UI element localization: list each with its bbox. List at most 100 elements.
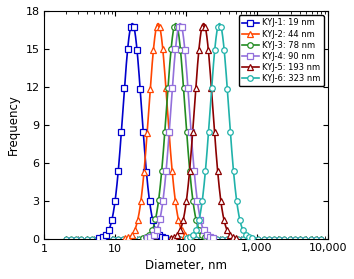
KYJ-1: 19 nm: (22.4, 11.9): 19 nm: (22.4, 11.9) bbox=[138, 87, 142, 90]
KYJ-2: 44 nm: (18.7, 0.668): 44 nm: (18.7, 0.668) bbox=[132, 229, 137, 232]
KYJ-5: 193 nm: (67.2, 0.0957): 193 nm: (67.2, 0.0957) bbox=[172, 236, 176, 239]
KYJ-1: 19 nm: (13.5, 11.9): 19 nm: (13.5, 11.9) bbox=[122, 86, 127, 90]
KYJ-3: 78 nm: (61.2, 15): 78 nm: (61.2, 15) bbox=[169, 48, 173, 51]
KYJ-2: 44 nm: (86.1, 0.678): 44 nm: (86.1, 0.678) bbox=[179, 229, 184, 232]
KYJ-4: 90 nm: (95.8, 14.9): 90 nm: (95.8, 14.9) bbox=[183, 48, 187, 51]
KYJ-4: 90 nm: (78.2, 16.8): 90 nm: (78.2, 16.8) bbox=[176, 25, 181, 28]
KYJ-6: 323 nm: (381, 11.9): 323 nm: (381, 11.9) bbox=[225, 87, 229, 90]
Legend: KYJ-1: 19 nm, KYJ-2: 44 nm, KYJ-3: 78 nm, KYJ-4: 90 nm, KYJ-5: 193 nm, KYJ-6: 32: KYJ-1: 19 nm, KYJ-2: 44 nm, KYJ-3: 78 nm… bbox=[239, 15, 324, 86]
KYJ-3: 78 nm: (27.2, 0.0973): 78 nm: (27.2, 0.0973) bbox=[144, 236, 148, 239]
KYJ-2: 44 nm: (117, 0.0306): 44 nm: (117, 0.0306) bbox=[189, 237, 193, 240]
KYJ-3: 78 nm: (125, 3): 78 nm: (125, 3) bbox=[191, 199, 195, 202]
KYJ-1: 19 nm: (18.3, 16.8): 19 nm: (18.3, 16.8) bbox=[132, 25, 136, 28]
KYJ-2: 44 nm: (20.8, 1.49): 44 nm: (20.8, 1.49) bbox=[136, 218, 140, 222]
KYJ-3: 78 nm: (102, 8.42): 78 nm: (102, 8.42) bbox=[184, 131, 189, 134]
KYJ-4: 90 nm: (63.8, 11.9): 90 nm: (63.8, 11.9) bbox=[170, 86, 175, 90]
KYJ-1: 19 nm: (24.8, 8.4): 19 nm: (24.8, 8.4) bbox=[141, 131, 145, 134]
Line: KYJ-5: 193 nm: KYJ-5: 193 nm bbox=[168, 24, 239, 241]
KYJ-6: 323 nm: (572, 1.5): 323 nm: (572, 1.5) bbox=[238, 218, 242, 221]
KYJ-6: 323 nm: (102, 0.0304): 323 nm: (102, 0.0304) bbox=[184, 237, 189, 240]
KYJ-3: 78 nm: (91.9, 11.9): 78 nm: (91.9, 11.9) bbox=[182, 87, 186, 90]
KYJ-2: 44 nm: (106, 0.0964): 44 nm: (106, 0.0964) bbox=[186, 236, 190, 239]
KYJ-6: 323 nm: (124, 0.269): 323 nm: (124, 0.269) bbox=[191, 234, 195, 237]
KYJ-2: 44 nm: (23, 2.98): 44 nm: (23, 2.98) bbox=[139, 199, 143, 203]
KYJ-2: 44 nm: (13.8, 0.03): 44 nm: (13.8, 0.03) bbox=[123, 237, 127, 240]
KYJ-3: 78 nm: (40.8, 3.02): 78 nm: (40.8, 3.02) bbox=[156, 199, 161, 202]
KYJ-4: 90 nm: (144, 3): 90 nm: (144, 3) bbox=[195, 199, 199, 202]
KYJ-5: 193 nm: (186, 16.8): 193 nm: (186, 16.8) bbox=[203, 25, 207, 28]
KYJ-1: 19 nm: (30.4, 2.98): 19 nm: (30.4, 2.98) bbox=[147, 199, 152, 203]
KYJ-6: 323 nm: (421, 8.41): 323 nm: (421, 8.41) bbox=[228, 131, 233, 134]
KYJ-6: 323 nm: (207, 8.42): 323 nm: (207, 8.42) bbox=[206, 131, 211, 134]
KYJ-1: 19 nm: (6.61, 0.0961): 19 nm: (6.61, 0.0961) bbox=[101, 236, 105, 239]
KYJ-5: 193 nm: (168, 16.8): 193 nm: (168, 16.8) bbox=[200, 25, 204, 28]
KYJ-5: 193 nm: (60.7, 0.0304): 193 nm: (60.7, 0.0304) bbox=[169, 237, 173, 240]
KYJ-1: 19 nm: (45.6, 0.0951): 19 nm: (45.6, 0.0951) bbox=[160, 236, 164, 239]
KYJ-5: 193 nm: (112, 5.32): 193 nm: (112, 5.32) bbox=[187, 170, 192, 173]
KYJ-2: 44 nm: (34.5, 14.9): 44 nm: (34.5, 14.9) bbox=[151, 48, 155, 52]
KYJ-1: 19 nm: (16.5, 16.8): 19 nm: (16.5, 16.8) bbox=[129, 25, 133, 28]
KYJ-2: 44 nm: (63.5, 5.34): 44 nm: (63.5, 5.34) bbox=[170, 169, 174, 173]
KYJ-4: 90 nm: (57.7, 8.44): 90 nm: (57.7, 8.44) bbox=[167, 130, 171, 134]
X-axis label: Diameter, nm: Diameter, nm bbox=[145, 259, 227, 272]
KYJ-2: 44 nm: (25.4, 5.29): 44 nm: (25.4, 5.29) bbox=[142, 170, 146, 173]
KYJ-1: 19 nm: (7.32, 0.27): 19 nm: (7.32, 0.27) bbox=[104, 234, 108, 237]
KYJ-5: 193 nm: (419, 0.268): 193 nm: (419, 0.268) bbox=[228, 234, 232, 237]
KYJ-4: 90 nm: (42.5, 1.52): 90 nm: (42.5, 1.52) bbox=[158, 218, 162, 221]
KYJ-3: 78 nm: (138, 1.51): 78 nm: (138, 1.51) bbox=[194, 218, 198, 221]
KYJ-3: 78 nm: (24.6, 0.031): 78 nm: (24.6, 0.031) bbox=[141, 237, 145, 240]
KYJ-6: 323 nm: (633, 0.672): 323 nm: (633, 0.672) bbox=[241, 229, 245, 232]
KYJ-3: 78 nm: (45.2, 5.34): 78 nm: (45.2, 5.34) bbox=[160, 169, 164, 173]
KYJ-3: 78 nm: (75, 16.8): 78 nm: (75, 16.8) bbox=[175, 25, 179, 28]
KYJ-3: 78 nm: (169, 0.271): 78 nm: (169, 0.271) bbox=[200, 234, 204, 237]
KYJ-3: 78 nm: (153, 0.677): 78 nm: (153, 0.677) bbox=[197, 229, 201, 232]
KYJ-3: 78 nm: (36.9, 1.52): 78 nm: (36.9, 1.52) bbox=[153, 218, 158, 221]
KYJ-6: 323 nm: (311, 16.8): 323 nm: (311, 16.8) bbox=[219, 25, 223, 28]
KYJ-4: 90 nm: (38.4, 0.681): 90 nm: (38.4, 0.681) bbox=[155, 228, 159, 232]
KYJ-5: 193 nm: (463, 0.0955): 193 nm: (463, 0.0955) bbox=[231, 236, 235, 239]
KYJ-1: 19 nm: (8.11, 0.676): 19 nm: (8.11, 0.676) bbox=[107, 229, 111, 232]
KYJ-3: 78 nm: (207, 0.0307): 78 nm: (207, 0.0307) bbox=[206, 237, 211, 240]
KYJ-6: 323 nm: (281, 16.8): 323 nm: (281, 16.8) bbox=[216, 25, 220, 28]
KYJ-5: 193 nm: (124, 8.42): 193 nm: (124, 8.42) bbox=[190, 131, 195, 134]
KYJ-5: 193 nm: (513, 0.0303): 193 nm: (513, 0.0303) bbox=[234, 237, 239, 240]
KYJ-4: 90 nm: (106, 11.9): 90 nm: (106, 11.9) bbox=[186, 87, 190, 90]
KYJ-1: 19 nm: (27.5, 5.3): 19 nm: (27.5, 5.3) bbox=[144, 170, 148, 173]
KYJ-3: 78 nm: (33.3, 0.681): 78 nm: (33.3, 0.681) bbox=[150, 228, 154, 232]
KYJ-4: 90 nm: (86.6, 16.8): 90 nm: (86.6, 16.8) bbox=[179, 25, 184, 28]
KYJ-4: 90 nm: (52.1, 5.34): 90 nm: (52.1, 5.34) bbox=[164, 169, 168, 173]
KYJ-1: 19 nm: (8.97, 1.51): 19 nm: (8.97, 1.51) bbox=[110, 218, 114, 221]
KYJ-5: 193 nm: (227, 11.9): 193 nm: (227, 11.9) bbox=[209, 87, 213, 90]
KYJ-5: 193 nm: (309, 2.99): 193 nm: (309, 2.99) bbox=[219, 199, 223, 203]
KYJ-6: 323 nm: (229, 11.9): 323 nm: (229, 11.9) bbox=[210, 87, 214, 90]
KYJ-2: 44 nm: (38.2, 16.7): 44 nm: (38.2, 16.7) bbox=[154, 25, 159, 28]
KYJ-4: 90 nm: (28.3, 0.031): 90 nm: (28.3, 0.031) bbox=[145, 237, 149, 240]
KYJ-4: 90 nm: (34.7, 0.273): 90 nm: (34.7, 0.273) bbox=[152, 234, 156, 237]
KYJ-4: 90 nm: (239, 0.0307): 90 nm: (239, 0.0307) bbox=[211, 237, 215, 240]
KYJ-2: 44 nm: (28.2, 8.39): 44 nm: (28.2, 8.39) bbox=[145, 131, 149, 134]
KYJ-6: 323 nm: (112, 0.0958): 323 nm: (112, 0.0958) bbox=[188, 236, 192, 239]
KYJ-1: 19 nm: (50.5, 0.0301): 19 nm: (50.5, 0.0301) bbox=[163, 237, 167, 240]
KYJ-6: 323 nm: (859, 0.0303): 323 nm: (859, 0.0303) bbox=[250, 237, 255, 240]
KYJ-1: 19 nm: (20.2, 14.9): 19 nm: (20.2, 14.9) bbox=[135, 48, 139, 52]
KYJ-4: 90 nm: (31.4, 0.0973): 90 nm: (31.4, 0.0973) bbox=[148, 236, 153, 239]
KYJ-2: 44 nm: (70.3, 3.01): 44 nm: (70.3, 3.01) bbox=[173, 199, 177, 202]
KYJ-5: 193 nm: (91.1, 1.5): 193 nm: (91.1, 1.5) bbox=[181, 218, 185, 221]
KYJ-2: 44 nm: (95.3, 0.271): 44 nm: (95.3, 0.271) bbox=[183, 234, 187, 237]
KYJ-3: 78 nm: (67.8, 16.8): 78 nm: (67.8, 16.8) bbox=[172, 25, 176, 28]
KYJ-5: 193 nm: (137, 11.9): 193 nm: (137, 11.9) bbox=[194, 87, 198, 90]
KYJ-6: 323 nm: (467, 5.31): 323 nm: (467, 5.31) bbox=[232, 170, 236, 173]
KYJ-6: 323 nm: (516, 2.99): 323 nm: (516, 2.99) bbox=[234, 199, 239, 203]
KYJ-5: 193 nm: (205, 14.9): 193 nm: (205, 14.9) bbox=[206, 48, 210, 51]
KYJ-4: 90 nm: (117, 8.42): 90 nm: (117, 8.42) bbox=[189, 131, 193, 134]
KYJ-3: 78 nm: (50, 8.44): 78 nm: (50, 8.44) bbox=[163, 130, 167, 134]
KYJ-1: 19 nm: (14.9, 15): 19 nm: (14.9, 15) bbox=[125, 48, 130, 51]
KYJ-4: 90 nm: (47.1, 3.01): 90 nm: (47.1, 3.01) bbox=[161, 199, 165, 202]
Line: KYJ-3: 78 nm: KYJ-3: 78 nm bbox=[140, 24, 211, 241]
KYJ-3: 78 nm: (83, 14.9): 78 nm: (83, 14.9) bbox=[178, 48, 183, 51]
KYJ-6: 323 nm: (701, 0.268): 323 nm: (701, 0.268) bbox=[244, 234, 248, 237]
KYJ-4: 90 nm: (70.7, 15): 90 nm: (70.7, 15) bbox=[173, 48, 178, 51]
KYJ-6: 323 nm: (254, 14.9): 323 nm: (254, 14.9) bbox=[213, 48, 217, 51]
Line: KYJ-1: 19 nm: KYJ-1: 19 nm bbox=[97, 24, 168, 241]
KYJ-3: 78 nm: (30.1, 0.273): 78 nm: (30.1, 0.273) bbox=[147, 234, 151, 237]
